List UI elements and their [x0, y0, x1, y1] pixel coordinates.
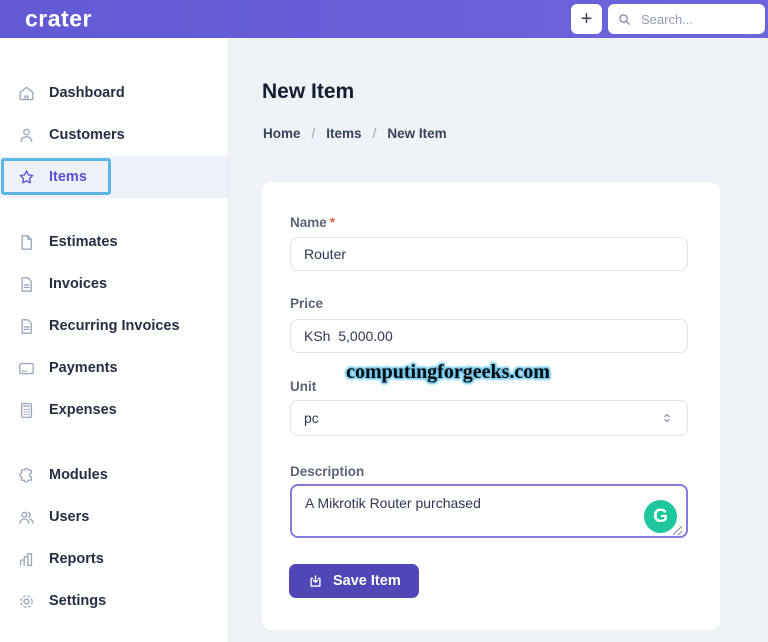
quick-add-button[interactable]: + — [571, 4, 602, 34]
breadcrumb-items[interactable]: Items — [326, 126, 362, 141]
invoice-icon — [16, 274, 36, 294]
sidebar-item-recurring-invoices[interactable]: Recurring Invoices — [0, 305, 228, 347]
description-field[interactable]: A Mikrotik Router purchased — [290, 484, 688, 538]
breadcrumb-separator: / — [372, 126, 377, 141]
sidebar-item-invoices[interactable]: Invoices — [0, 263, 228, 305]
sidebar-item-modules[interactable]: Modules — [0, 454, 228, 496]
sidebar-nav: Dashboard Customers Items Estimates — [0, 38, 229, 642]
price-label: Price — [290, 296, 324, 311]
unit-label: Unit — [290, 379, 317, 394]
save-item-button-label: Save Item — [333, 573, 401, 589]
sidebar-item-items[interactable]: Items — [0, 156, 228, 198]
global-search[interactable] — [608, 4, 765, 34]
star-icon — [16, 167, 36, 187]
unit-selected-value: pc — [304, 410, 319, 426]
new-item-form-card: Name* Price computingforgeeks.com Unit p… — [262, 182, 720, 630]
sidebar-item-label: Dashboard — [49, 85, 125, 101]
name-label: Name * — [290, 215, 335, 230]
crater-logo: crater — [25, 5, 92, 32]
sidebar-group-main: Dashboard Customers Items — [0, 72, 228, 198]
name-field[interactable] — [290, 237, 688, 271]
sidebar-item-reports[interactable]: Reports — [0, 538, 228, 580]
grammarly-icon[interactable]: G — [644, 500, 677, 533]
breadcrumb-home[interactable]: Home — [263, 126, 301, 141]
sidebar-item-expenses[interactable]: Expenses — [0, 389, 228, 431]
bar-chart-icon — [16, 549, 36, 569]
sidebar-item-label: Modules — [49, 467, 108, 483]
required-asterisk: * — [329, 215, 336, 230]
sidebar-item-estimates[interactable]: Estimates — [0, 221, 228, 263]
gear-icon — [16, 591, 36, 611]
sidebar-item-label: Users — [49, 509, 90, 525]
search-icon — [619, 13, 630, 25]
sidebar-item-label: Settings — [49, 593, 107, 609]
breadcrumb: Home / Items / New Item — [263, 126, 447, 141]
breadcrumb-current: New Item — [387, 126, 447, 141]
top-navbar: crater + — [0, 0, 768, 38]
sidebar-item-label: Recurring Invoices — [49, 318, 180, 334]
save-icon — [310, 574, 321, 587]
main-content: New Item Home / Items / New Item Name* P… — [230, 38, 768, 642]
sidebar-item-settings[interactable]: Settings — [0, 580, 228, 622]
chevron-updown-icon — [664, 413, 670, 423]
watermark-text: computingforgeeks.com — [346, 361, 550, 383]
search-input[interactable] — [639, 10, 751, 28]
document-icon — [16, 232, 36, 252]
sidebar-group-billing: Estimates Invoices Recurring Invoices Pa… — [0, 221, 228, 431]
description-label: Description — [290, 464, 365, 479]
save-item-button[interactable]: Save Item — [289, 564, 419, 598]
sidebar-item-payments[interactable]: Payments — [0, 347, 228, 389]
sidebar-item-label: Items — [49, 169, 87, 185]
name-label-text: Name — [290, 215, 327, 230]
users-icon — [16, 507, 36, 527]
calculator-icon — [16, 400, 36, 420]
price-field[interactable] — [290, 319, 688, 353]
puzzle-icon — [16, 465, 36, 485]
breadcrumb-separator: / — [311, 126, 316, 141]
sidebar-item-label: Estimates — [49, 234, 118, 250]
credit-card-icon — [16, 358, 36, 378]
sidebar-item-label: Invoices — [49, 276, 108, 292]
sidebar-item-label: Expenses — [49, 402, 117, 418]
home-icon — [16, 83, 36, 103]
unit-select[interactable]: pc — [290, 400, 688, 436]
textarea-resize-handle[interactable] — [671, 523, 683, 536]
sidebar-item-users[interactable]: Users — [0, 496, 228, 538]
sidebar-group-admin: Modules Users Reports Settings — [0, 454, 228, 622]
sidebar-item-label: Payments — [49, 360, 118, 376]
sidebar-item-dashboard[interactable]: Dashboard — [0, 72, 228, 114]
sidebar-item-label: Customers — [49, 127, 125, 143]
page-title: New Item — [262, 80, 355, 103]
recurring-invoice-icon — [16, 316, 36, 336]
sidebar-item-label: Reports — [49, 551, 104, 567]
user-icon — [16, 125, 36, 145]
sidebar-item-customers[interactable]: Customers — [0, 114, 228, 156]
